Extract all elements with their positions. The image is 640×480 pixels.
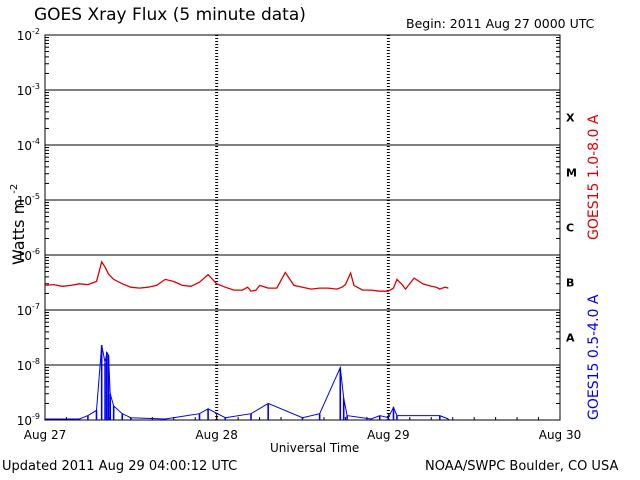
label-layer: Watts m -2 GOES15 1.0-8.0 A GOES15 0.5-4… xyxy=(9,114,602,420)
begin-time: Begin: 2011 Aug 27 0000 UTC xyxy=(406,16,595,31)
chart-title: GOES Xray Flux (5 minute data) xyxy=(34,5,306,25)
grid-layer xyxy=(45,35,560,420)
flare-class-label: A xyxy=(566,332,575,345)
y-tick-label: 10-9 xyxy=(17,412,40,428)
flare-class-label: B xyxy=(566,277,574,290)
y-tick-label: 10-2 xyxy=(17,27,40,43)
y-tick-label: 10-7 xyxy=(17,302,40,318)
series-short-channel-line xyxy=(45,345,449,420)
y-tick-label: 10-3 xyxy=(17,82,40,98)
y-tick-label: 10-8 xyxy=(17,357,40,373)
credit-line: NOAA/SWPC Boulder, CO USA xyxy=(425,459,619,474)
flare-class-label: C xyxy=(566,222,574,235)
y-tick-label: 10-6 xyxy=(17,247,40,263)
x-tick-label: Aug 29 xyxy=(367,428,410,442)
series-long-channel-line xyxy=(44,260,449,292)
x-axis-label: Universal Time xyxy=(270,441,360,455)
flare-class-label: X xyxy=(566,112,575,125)
series-layer xyxy=(44,260,450,420)
y-axis-label-exponent: -2 xyxy=(9,184,20,194)
y-tick-label: 10-5 xyxy=(17,192,40,208)
legend-short-channel: GOES15 0.5-4.0 A xyxy=(586,294,602,420)
x-tick-label: Aug 28 xyxy=(195,428,238,442)
y-axis-label: Watts m -2 xyxy=(9,184,28,265)
plot-frame xyxy=(44,34,561,421)
legend-long-channel: GOES15 1.0-8.0 A xyxy=(586,114,602,240)
updated-timestamp: Updated 2011 Aug 29 04:00:12 UTC xyxy=(2,459,238,474)
flare-class-label: M xyxy=(566,167,577,180)
y-tick-label: 10-4 xyxy=(17,137,40,153)
y-axis-label-text: Watts m xyxy=(9,199,28,265)
x-tick-label: Aug 27 xyxy=(24,428,67,442)
x-tick-label: Aug 30 xyxy=(539,428,582,442)
